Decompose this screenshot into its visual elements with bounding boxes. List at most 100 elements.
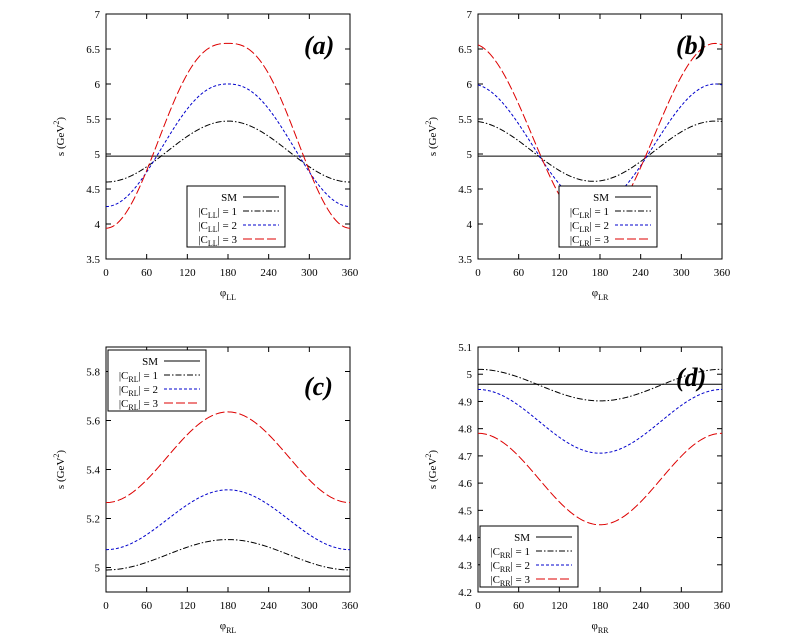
x-tick-label: 60 xyxy=(513,267,525,279)
y-tick-label: 4 xyxy=(467,219,473,231)
x-axis-label: φLL xyxy=(220,287,236,302)
legend-entry-label: SM xyxy=(593,192,609,204)
y-tick-label: 7 xyxy=(467,9,473,21)
series-line-1 xyxy=(478,368,722,402)
y-tick-label: 6 xyxy=(95,79,101,91)
x-tick-label: 360 xyxy=(342,267,359,279)
x-axis-label: φLR xyxy=(592,287,609,302)
x-axis-label: φRR xyxy=(591,620,609,635)
x-tick-label: 360 xyxy=(342,600,359,612)
y-tick-label: 6.5 xyxy=(458,44,472,56)
y-tick-label: 5.4 xyxy=(86,465,100,477)
legend-entry-label: |CRL| = 1 xyxy=(119,370,158,384)
legend-entry-label: |CRR| = 3 xyxy=(490,574,530,588)
y-tick-label: 7 xyxy=(95,9,101,21)
legend-entry-label: |CRL| = 2 xyxy=(119,384,158,398)
series-line-2 xyxy=(478,388,722,454)
y-tick-label: 4.8 xyxy=(458,424,472,436)
legend-entry-label: SM xyxy=(142,356,158,368)
x-tick-label: 360 xyxy=(714,267,731,279)
x-tick-label: 120 xyxy=(551,267,568,279)
legend-box xyxy=(479,525,579,588)
x-tick-label: 180 xyxy=(220,600,237,612)
x-tick-label: 240 xyxy=(632,267,649,279)
y-tick-label: 3.5 xyxy=(86,254,100,266)
legend: SM |CLL| = 1|CLL| = 2|CLL| = 3 xyxy=(186,185,286,248)
series-line-1 xyxy=(106,539,350,571)
y-tick-label: 5.5 xyxy=(86,114,100,126)
x-tick-label: 0 xyxy=(475,600,481,612)
y-tick-label: 6.5 xyxy=(86,44,100,56)
chart-panel-a: 0 60 120 180 240 300 360 3.5 4 4.5 5 5.5 6 6.5 7 φLL s (… xyxy=(52,9,359,302)
legend-entry-label: |CRR| = 1 xyxy=(490,546,530,560)
legend-entry-label: |CLR| = 2 xyxy=(570,220,609,234)
legend-box xyxy=(107,349,207,412)
series-line-2 xyxy=(106,489,350,551)
legend-entry-label: SM xyxy=(221,192,237,204)
x-tick-label: 60 xyxy=(141,267,153,279)
legend: SM |CRR| = 1|CRR| = 2|CRR| = 3 xyxy=(479,525,579,588)
y-axis-label: s (GeV2) xyxy=(424,450,439,489)
x-axis-label: φRL xyxy=(220,620,237,635)
x-tick-label: 120 xyxy=(179,600,196,612)
y-tick-label: 5.8 xyxy=(86,367,100,379)
y-tick-label: 5 xyxy=(467,369,473,381)
y-tick-label: 4.7 xyxy=(458,451,472,463)
legend-entry-label: |CLL| = 3 xyxy=(198,234,237,248)
legend-box xyxy=(558,185,658,248)
y-tick-label: 4.5 xyxy=(458,184,472,196)
y-axis-label: s (GeV2) xyxy=(52,450,67,489)
x-tick-label: 0 xyxy=(103,267,109,279)
x-tick-label: 120 xyxy=(551,600,568,612)
legend-entry-label: |CRL| = 3 xyxy=(119,398,159,412)
y-tick-label: 4.4 xyxy=(458,533,472,545)
y-tick-label: 5.5 xyxy=(458,114,472,126)
series-line-1 xyxy=(478,120,722,182)
x-tick-label: 0 xyxy=(475,267,481,279)
legend: SM |CLR| = 1|CLR| = 2|CLR| = 3 xyxy=(558,185,658,248)
series-line-2 xyxy=(478,83,722,207)
legend-entry-label: |CLL| = 2 xyxy=(198,220,237,234)
panel-label: (d) xyxy=(676,363,706,392)
y-tick-label: 5.6 xyxy=(86,416,100,428)
y-tick-label: 4.5 xyxy=(458,505,472,517)
y-tick-label: 4.3 xyxy=(458,560,472,572)
x-tick-label: 120 xyxy=(179,267,196,279)
x-tick-label: 300 xyxy=(673,267,690,279)
series-line-3 xyxy=(106,411,350,504)
y-tick-label: 5 xyxy=(95,563,101,575)
y-tick-label: 5 xyxy=(467,149,473,161)
y-tick-label: 5.1 xyxy=(458,342,472,354)
panel-label: (b) xyxy=(676,31,706,60)
y-tick-label: 4.5 xyxy=(86,184,100,196)
y-axis-label: s (GeV2) xyxy=(52,117,67,156)
legend: SM |CRL| = 1|CRL| = 2|CRL| = 3 xyxy=(107,349,207,412)
y-tick-label: 4.2 xyxy=(458,587,472,599)
x-tick-label: 180 xyxy=(592,600,609,612)
y-axis-label: s (GeV2) xyxy=(424,117,439,156)
legend-entry-label: |CRR| = 2 xyxy=(490,560,530,574)
x-tick-label: 240 xyxy=(632,600,649,612)
chart-panel-d: 0 60 120 180 240 300 360 4.2 4.3 4.4 4.5 4.6 4.7 4.8 4… xyxy=(424,342,731,635)
y-tick-label: 5 xyxy=(95,149,101,161)
y-tick-label: 4.9 xyxy=(458,396,472,408)
y-tick-label: 4 xyxy=(95,219,101,231)
chart-panel-b: 0 60 120 180 240 300 360 3.5 4 4.5 5 5.5 6 6.5 7 φLR s (… xyxy=(424,9,731,302)
y-tick-label: 6 xyxy=(467,79,473,91)
panel-label: (a) xyxy=(304,31,334,60)
x-tick-label: 240 xyxy=(260,267,277,279)
x-tick-label: 180 xyxy=(220,267,237,279)
series-line-3 xyxy=(106,42,350,229)
y-tick-label: 4.6 xyxy=(458,478,472,490)
legend-box xyxy=(186,185,286,248)
legend-entry-label: |CLR| = 1 xyxy=(570,206,609,220)
x-tick-label: 0 xyxy=(103,600,109,612)
x-tick-label: 240 xyxy=(260,600,277,612)
x-tick-label: 300 xyxy=(301,267,318,279)
x-tick-label: 60 xyxy=(141,600,153,612)
x-tick-label: 60 xyxy=(513,600,525,612)
series-line-2 xyxy=(106,83,350,207)
x-tick-label: 300 xyxy=(673,600,690,612)
x-tick-label: 180 xyxy=(592,267,609,279)
